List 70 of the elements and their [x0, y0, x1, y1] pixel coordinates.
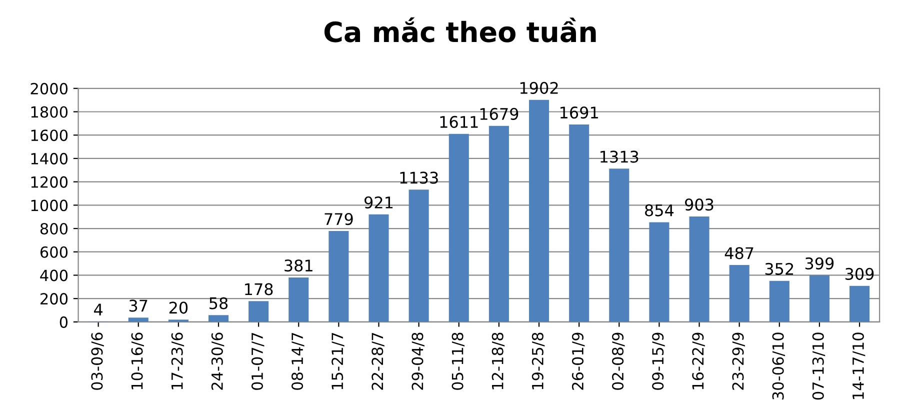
bar	[448, 134, 469, 322]
data-label: 381	[284, 259, 312, 272]
bar	[850, 286, 870, 322]
bar	[609, 168, 630, 322]
y-tick-label: 0	[60, 316, 68, 328]
data-label: 309	[846, 268, 874, 280]
data-label: 779	[324, 213, 353, 226]
bar	[809, 275, 830, 322]
data-label: 1691	[560, 106, 598, 119]
y-tick-label: 200	[40, 293, 68, 305]
x-tick-label: 07-13/10	[812, 332, 826, 400]
data-label: 399	[805, 257, 834, 270]
bar	[408, 190, 429, 322]
bar	[368, 214, 389, 322]
bar	[689, 216, 710, 322]
bar	[529, 100, 550, 322]
x-tick-label: 02-08/9	[612, 332, 625, 390]
x-tick-label: 08-14/7	[292, 332, 304, 390]
bar	[569, 124, 590, 322]
data-label: 4	[94, 304, 102, 316]
x-tick-label: 14-17/10	[852, 332, 866, 399]
bar	[288, 277, 309, 322]
bar	[328, 230, 349, 322]
data-label: 58	[210, 297, 228, 310]
data-label: 903	[685, 198, 714, 211]
chart-title: Ca mắc theo tuần	[324, 17, 596, 42]
y-tick-label: 400	[40, 270, 68, 282]
data-label: 20	[169, 302, 188, 314]
bar	[128, 318, 148, 322]
y-tick-label: 2000	[30, 82, 68, 94]
bar	[729, 265, 750, 322]
x-tick-label: 29-04/8	[412, 332, 424, 390]
data-label: 487	[724, 247, 754, 260]
x-tick-label: 05-11/8	[452, 332, 465, 390]
x-tick-label: 12-18/8	[492, 332, 505, 390]
y-tick-label: 1200	[31, 176, 68, 188]
x-tick-label: 23-29/9	[732, 332, 745, 390]
bar	[248, 301, 269, 322]
x-tick-label: 10-16/6	[131, 332, 144, 390]
data-label: 178	[245, 283, 273, 296]
bar	[649, 222, 670, 322]
x-tick-label: 09-15/9	[652, 332, 665, 390]
x-tick-label: 16-22/9	[692, 332, 705, 390]
y-tick-label: 600	[40, 246, 68, 258]
x-tick-label: 17-23/6	[171, 332, 184, 390]
y-tick-label: 1800	[31, 106, 68, 118]
data-label: 1902	[520, 82, 558, 94]
bar	[488, 126, 509, 322]
y-tick-label: 1400	[31, 152, 68, 164]
data-label: 1611	[440, 116, 478, 128]
x-tick-label: 15-21/7	[332, 332, 344, 390]
x-tick-label: 26-01/9	[572, 332, 585, 390]
bar	[769, 280, 790, 322]
x-tick-label: 03-09/6	[91, 332, 104, 390]
y-tick-label: 800	[40, 222, 68, 235]
data-label: 1313	[600, 150, 638, 163]
x-tick-label: 01-07/7	[251, 332, 264, 390]
x-tick-label: 19-25/8	[532, 332, 545, 390]
bar	[208, 315, 229, 322]
x-tick-label: 30-06/10	[772, 332, 786, 400]
x-tick-label: 22-28/7	[372, 332, 384, 390]
y-tick-label: 1000	[31, 200, 68, 212]
data-label: 1679	[480, 108, 518, 120]
x-tick-label: 24-30/6	[211, 332, 224, 390]
y-tick-label: 1600	[31, 130, 68, 142]
data-label: 352	[765, 262, 794, 275]
data-label: 921	[364, 196, 393, 209]
data-label: 854	[645, 204, 674, 216]
data-label: 37	[129, 300, 148, 312]
data-label: 1133	[400, 172, 438, 184]
